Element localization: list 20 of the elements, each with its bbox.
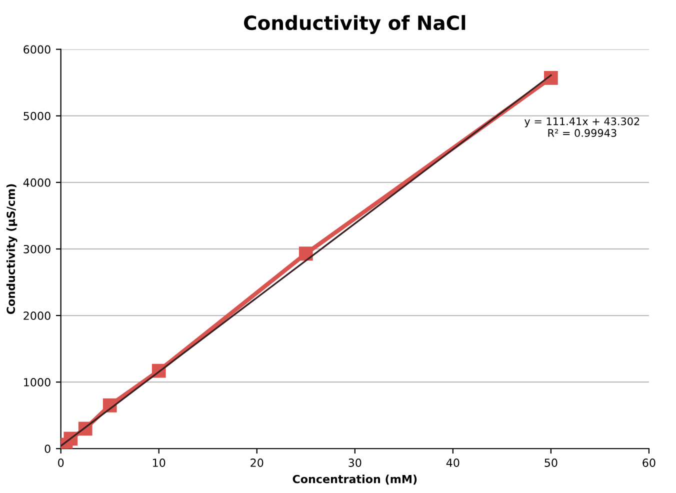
y-axis-title: Conductivity (µS/cm): [6, 184, 18, 314]
x-tick-label: 0: [58, 458, 64, 467]
chart-title: Conductivity of NaCl: [244, 15, 466, 34]
x-tick-label: 40: [446, 458, 460, 467]
y-tick-label: 1000: [24, 378, 50, 386]
y-tick-label: 3000: [24, 244, 50, 254]
x-tick-label: 60: [642, 458, 656, 467]
x-axis-title: Concentration (mM): [292, 474, 417, 485]
point: [544, 70, 558, 85]
point: [298, 246, 313, 261]
y-tick-label: 0: [44, 444, 50, 454]
y-tick-label: 2000: [24, 311, 50, 320]
annotation: y = 111.41x + 43.302 R² = 0.99943: [524, 117, 640, 137]
y-tick-label: 4000: [23, 178, 50, 187]
y-tick-label: 5000: [24, 112, 50, 120]
x-tick-label: 10: [153, 458, 166, 467]
x-tick-label: 30: [348, 458, 362, 467]
y-tick-label: 6000: [24, 45, 50, 54]
x-tick-label: 50: [544, 458, 558, 467]
x-tick-label: 20: [250, 458, 264, 467]
